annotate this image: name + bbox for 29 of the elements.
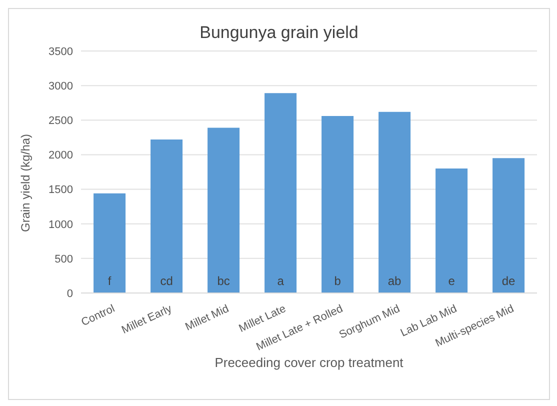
data-label: b [334, 274, 342, 288]
y-tick-label: 3500 [48, 46, 73, 58]
y-tick-label: 2000 [48, 150, 73, 162]
y-tick-label: 1000 [48, 218, 73, 231]
data-label: e [448, 274, 456, 288]
bar [94, 193, 126, 293]
y-tick-label: 2500 [48, 115, 73, 128]
x-axis-title: Preceeding cover crop treatment [214, 355, 404, 370]
bar [208, 128, 240, 293]
data-label: f [108, 274, 112, 288]
chart-title: Bungunya grain yield [198, 23, 360, 43]
x-tick-label: Millet Mid [184, 302, 231, 334]
data-label: ab [388, 274, 402, 288]
data-label: cd [160, 274, 173, 288]
y-axis-title: Grain yield (kg/ha) [18, 134, 32, 232]
bar [378, 112, 411, 293]
data-label: de [502, 274, 516, 288]
bar [150, 140, 183, 293]
data-label: a [277, 274, 284, 288]
bar [322, 116, 354, 293]
bar [436, 168, 468, 293]
y-tick-label: 3000 [48, 80, 73, 92]
x-tick-label: Millet Early [120, 302, 174, 336]
data-label: bc [217, 274, 230, 288]
y-tick-label: 500 [54, 253, 73, 266]
bar [492, 158, 525, 293]
y-tick-label: 0 [66, 288, 73, 300]
y-tick-label: 1500 [48, 184, 73, 196]
bar [264, 93, 297, 293]
